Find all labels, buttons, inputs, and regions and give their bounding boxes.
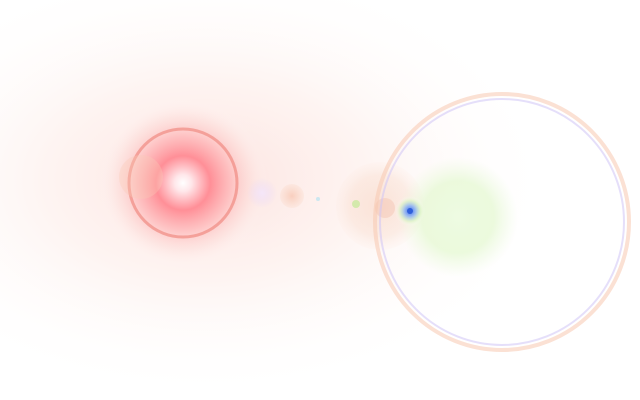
ghost-orb-lavender	[247, 178, 277, 208]
secondary-green-dot	[352, 200, 360, 208]
outer-halo-ring-inner	[379, 98, 625, 346]
ghost-dot	[316, 197, 320, 201]
primary-ring	[127, 127, 239, 239]
ghost-orb-small	[280, 184, 304, 208]
blue-hotspot-core	[407, 208, 413, 214]
ghost-orb-large	[119, 155, 163, 199]
outer-halo-ring	[373, 92, 631, 352]
primary-glow	[98, 98, 268, 268]
green-glow	[398, 157, 518, 277]
